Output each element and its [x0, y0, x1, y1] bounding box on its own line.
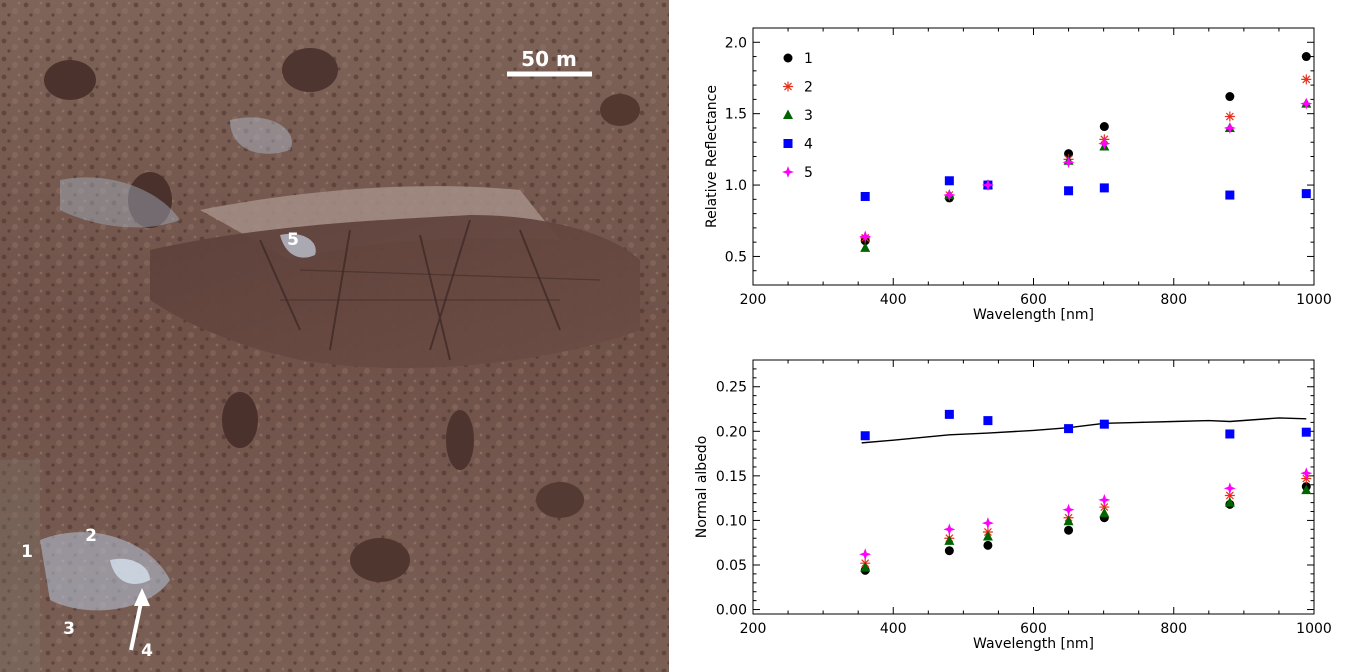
region-label-3: 3 [63, 619, 75, 639]
x-tick-label: 800 [1160, 292, 1187, 308]
series-5-point [1223, 121, 1236, 134]
x-tick-label: 600 [1020, 621, 1047, 637]
x-axis-label: Wavelength [nm] [973, 636, 1094, 652]
series-5-point [981, 517, 994, 530]
series-3-point [982, 530, 993, 541]
y-tick-label: 0.5 [725, 249, 747, 265]
legend-marker-4 [783, 139, 793, 148]
legend-label-1: 1 [804, 51, 813, 67]
y-tick-label: 1.0 [725, 178, 747, 194]
series-1-point [1099, 122, 1109, 132]
series-2-point [1099, 502, 1110, 513]
series-3-point [1224, 497, 1235, 507]
series-1-point [1064, 149, 1074, 159]
series-3-point [860, 562, 871, 572]
series-4-point [860, 191, 870, 201]
y-tick-label: 0.00 [716, 603, 747, 619]
series-3-point [944, 535, 955, 545]
series-2-point [1301, 74, 1312, 85]
reference-spectrum-line [861, 417, 1307, 444]
series-5-point [943, 189, 956, 202]
series-5-point [1300, 467, 1313, 480]
y-axis-label: Normal albedo [694, 436, 710, 539]
y-tick-label: 0.05 [716, 558, 747, 574]
legend-marker-3 [783, 109, 793, 119]
x-tick-label: 600 [1020, 292, 1047, 308]
series-4-point [944, 409, 954, 419]
series-4-point [860, 431, 870, 441]
relative-reflectance-chart: 200 400 600 800 1000 0.5 1.0 1.5 2.0 Wavelength [… [704, 27, 1332, 323]
y-axis-label: Relative Reflectance [704, 85, 720, 228]
series-4-point [1301, 189, 1311, 199]
series-4-point [1225, 190, 1235, 200]
y-tick-label: 0.15 [716, 469, 747, 485]
series-1-point [983, 540, 993, 550]
series-5-point [859, 548, 872, 561]
scale-bar-label: 50 m [521, 47, 577, 71]
series-4-point [983, 416, 993, 426]
series-4-point [1301, 427, 1311, 437]
series-3-point [860, 242, 871, 252]
x-tick-label: 1000 [1296, 621, 1332, 637]
y-tick-label: 0.10 [716, 513, 747, 529]
series-1-point [944, 546, 954, 556]
plot-frame [752, 27, 1315, 286]
series-5-point [1223, 482, 1236, 495]
legend-label-4: 4 [804, 137, 813, 153]
terrain-photo: 50 m 1 2 3 4 5 [0, 0, 669, 672]
legend-label-3: 3 [804, 108, 813, 124]
series-5-point [1098, 493, 1111, 506]
series-3-point [1063, 515, 1074, 526]
legend-marker-5 [782, 166, 794, 178]
y-tick-label: 2.0 [725, 35, 747, 51]
series-5-point [943, 523, 956, 536]
region-label-5: 5 [287, 230, 299, 250]
series-5-point [1098, 137, 1111, 150]
series-4-point [1099, 419, 1109, 429]
series-4-point [1099, 183, 1109, 193]
region-label-1: 1 [21, 542, 33, 562]
series-5-point [859, 230, 872, 243]
y-tick-label: 1.5 [725, 107, 747, 123]
series-5-point [1062, 503, 1075, 516]
arrow-icon [129, 597, 144, 651]
y-tick-label: 0.25 [716, 380, 747, 396]
series-1-point [1301, 52, 1311, 62]
legend-label-2: 2 [804, 80, 813, 96]
x-tick-label: 800 [1160, 621, 1187, 637]
series-4-point [1225, 429, 1235, 439]
series-5-point [1062, 156, 1075, 169]
series-5-point [981, 179, 994, 192]
series-5-point [1300, 97, 1313, 110]
x-tick-label: 200 [740, 292, 767, 308]
x-tick-label: 1000 [1296, 292, 1332, 308]
normal-albedo-chart: 200 400 600 800 1000 0.00 0.05 0.10 0.15 0.20 0.25… [694, 359, 1332, 652]
series-3-point [1301, 484, 1312, 495]
series-1-point [1064, 525, 1074, 535]
legend-marker-1 [783, 53, 793, 63]
series-1-point [1225, 92, 1235, 102]
series-2-point [1224, 111, 1235, 122]
series-4-point [1064, 424, 1074, 434]
legend-label-5: 5 [804, 165, 813, 181]
arrow-head-icon [134, 588, 150, 606]
x-tick-label: 200 [740, 621, 767, 637]
region-label-4: 4 [141, 641, 153, 661]
region-label-2: 2 [85, 526, 97, 546]
series-4-point [944, 176, 954, 186]
series-3-point [1099, 507, 1110, 518]
x-tick-label: 400 [880, 621, 907, 637]
x-axis-label: Wavelength [nm] [973, 307, 1094, 323]
y-tick-label: 0.20 [716, 424, 747, 440]
x-tick-label: 400 [880, 292, 907, 308]
series-4-point [1064, 186, 1074, 196]
legend-marker-2 [783, 81, 793, 92]
series-2-point [1224, 490, 1235, 501]
